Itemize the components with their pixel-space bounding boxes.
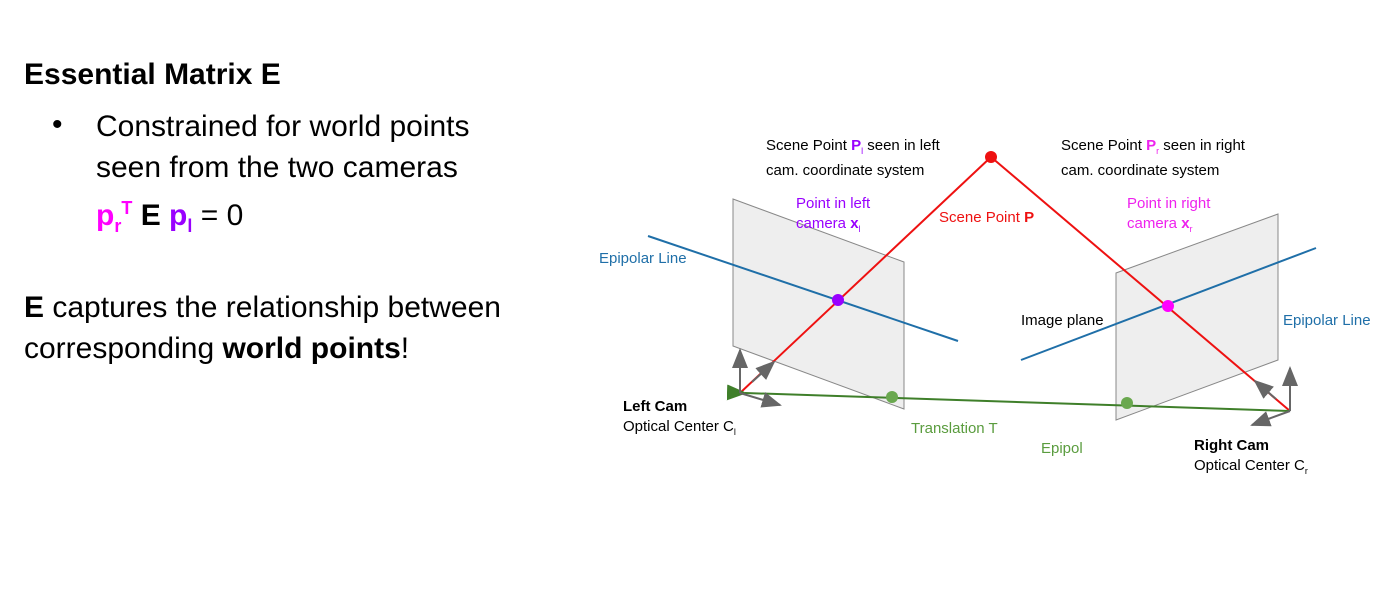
- label-text: Optical Center C: [623, 418, 734, 435]
- label-text: Right Cam: [1194, 437, 1269, 454]
- eq-p-r: p: [96, 199, 115, 232]
- bullet-dot: •: [52, 108, 63, 141]
- label-text: Point in left: [796, 195, 871, 212]
- scene-point-dot: [985, 151, 997, 163]
- label-text: Point in right: [1127, 195, 1211, 212]
- left-epipolar-line: [647, 235, 959, 342]
- epipolar-right-label: Epipolar Line: [1283, 312, 1371, 329]
- left-ray: [739, 156, 992, 394]
- statement-E: E: [24, 291, 45, 324]
- eq-sub: r: [114, 216, 122, 236]
- eq-p-l: p: [169, 199, 188, 232]
- right-epipole-dot: [1121, 397, 1133, 409]
- label-text: Left Cam: [623, 398, 688, 415]
- translation-label: Translation T: [911, 420, 998, 437]
- right-cam-axes: [1250, 366, 1298, 427]
- label-text: Optical Center C: [1194, 457, 1305, 474]
- bullet-line: Constrained for world points: [96, 110, 470, 143]
- label-P: P: [1024, 209, 1035, 226]
- label-text: seen in right: [1159, 137, 1245, 154]
- label-sub: r: [1189, 224, 1193, 234]
- translation-line: [726, 384, 1291, 412]
- point-left-label: Point in left camera xl: [796, 194, 870, 239]
- label-sub: l: [858, 224, 861, 234]
- label-x: x: [1181, 215, 1190, 232]
- eq-rest: = 0: [200, 199, 244, 232]
- scene-right-label: Scene Point Pr seen in right cam. coordin…: [1061, 136, 1245, 181]
- left-cam-axes: [732, 348, 782, 408]
- eq-sub: l: [187, 216, 193, 236]
- left-epipole-dot: [886, 391, 898, 403]
- label-sub: l: [861, 146, 864, 156]
- right-image-point-dot: [1162, 300, 1174, 312]
- right-image-plane: [1115, 213, 1279, 421]
- point-right-label: Point in right camera xr: [1127, 194, 1210, 239]
- left-cam-label: Left Cam Optical Center Cl: [623, 397, 736, 442]
- label-sub: l: [733, 427, 736, 437]
- eq-sup: T: [121, 198, 133, 218]
- statement-text: captures the relationship between: [52, 291, 501, 324]
- left-image-plane: [732, 198, 905, 410]
- bullet-line: seen from the two cameras: [96, 151, 458, 184]
- label-text: Scene Point: [1061, 137, 1147, 154]
- epipolar-left-label: Epipolar Line: [599, 250, 687, 267]
- label-P: P: [851, 137, 862, 154]
- label-text: seen in left: [863, 137, 940, 154]
- label-text: cam. coordinate system: [766, 162, 925, 179]
- right-ray: [990, 156, 1291, 412]
- statement-text: corresponding: [24, 332, 223, 365]
- label-text: Scene Point: [766, 137, 852, 154]
- label-P: P: [1146, 137, 1157, 154]
- label-x: x: [850, 215, 859, 232]
- bullet-text: Constrained for world points seen from t…: [96, 106, 470, 247]
- image-plane-label: Image plane: [1021, 312, 1104, 329]
- left-image-point-dot: [832, 294, 844, 306]
- label-text: Scene Point: [939, 209, 1025, 226]
- epipol-label: Epipol: [1041, 440, 1083, 457]
- slide-title: Essential Matrix E: [24, 58, 281, 91]
- eq-E: E: [140, 199, 161, 232]
- equation: prT E pl = 0: [96, 188, 470, 247]
- scene-point-label: Scene Point P: [939, 208, 1034, 228]
- label-text: camera: [796, 215, 851, 232]
- right-cam-label: Right Cam Optical Center Cr: [1194, 436, 1308, 481]
- statement: E captures the relationship between corr…: [24, 287, 501, 369]
- statement-text: !: [400, 332, 410, 365]
- label-text: camera: [1127, 215, 1182, 232]
- scene-left-label: Scene Point Pl seen in left cam. coordina…: [766, 136, 940, 181]
- label-text: cam. coordinate system: [1061, 162, 1220, 179]
- statement-bold: world points: [222, 332, 401, 365]
- label-sub: r: [1304, 466, 1308, 476]
- label-sub: r: [1156, 146, 1160, 156]
